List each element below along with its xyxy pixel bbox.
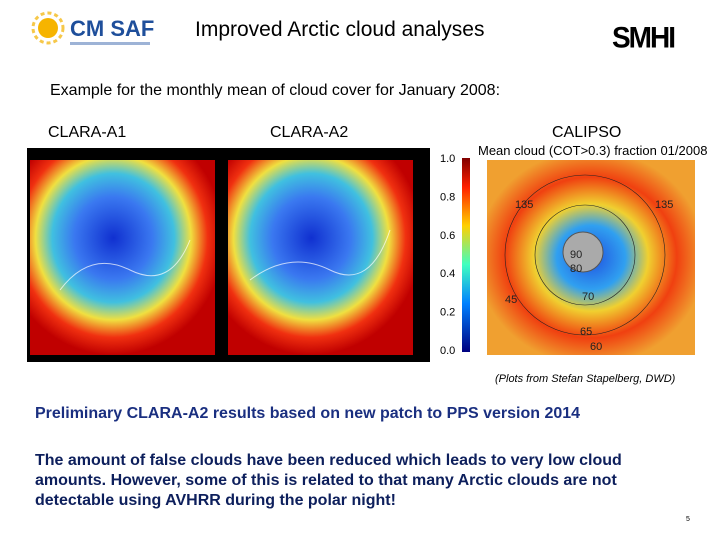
map-label: 60 [590,341,602,353]
map-label: 135 [515,199,533,211]
map-label: 90 [570,249,582,261]
page-number: 5 [686,516,690,523]
colorbar-tick-label: 0.8 [440,191,455,203]
paragraph: The amount of false clouds have been red… [35,451,622,511]
map-label: 45 [505,294,517,306]
plot-title: Mean cloud (COT>0.3) fraction 01/2008 [478,143,707,158]
paragraph-line: detectable using AVHRR during the polar … [35,492,396,509]
cmsaf-logo: CM SAF [31,11,154,45]
colorbar-tick-label: 0.0 [440,345,455,357]
logo-text: CM SAF [70,16,154,41]
paragraph-line: The amount of false clouds have been red… [35,452,622,469]
map-label: 80 [570,263,582,275]
map-label: 65 [580,326,592,338]
slide-title: Improved Arctic cloud analyses [195,18,485,41]
figures: 1.0 0.8 0.6 0.4 0.2 0.0 135 135 90 80 45 70 65 60 Me… [27,143,707,362]
subtitle: Example for the monthly mean of cloud co… [50,82,501,99]
map-label: 70 [582,291,594,303]
credit: (Plots from Stefan Stapelberg, DWD) [495,373,676,385]
smhi-logo: SMHI [612,21,676,54]
panel-label: CALIPSO [552,124,622,141]
colorbar-tick-label: 0.2 [440,307,455,319]
heading: Preliminary CLARA-A2 results based on ne… [35,405,581,422]
panel-label: CLARA-A2 [270,124,349,141]
map-label: 135 [655,199,673,211]
colorbar-tick-label: 1.0 [440,153,455,165]
panel-label: CLARA-A1 [48,124,127,141]
colorbar-tick-label: 0.6 [440,230,455,242]
paragraph-line: amounts. However, some of this is relate… [35,472,617,489]
colorbar-tick-label: 0.4 [440,268,455,280]
